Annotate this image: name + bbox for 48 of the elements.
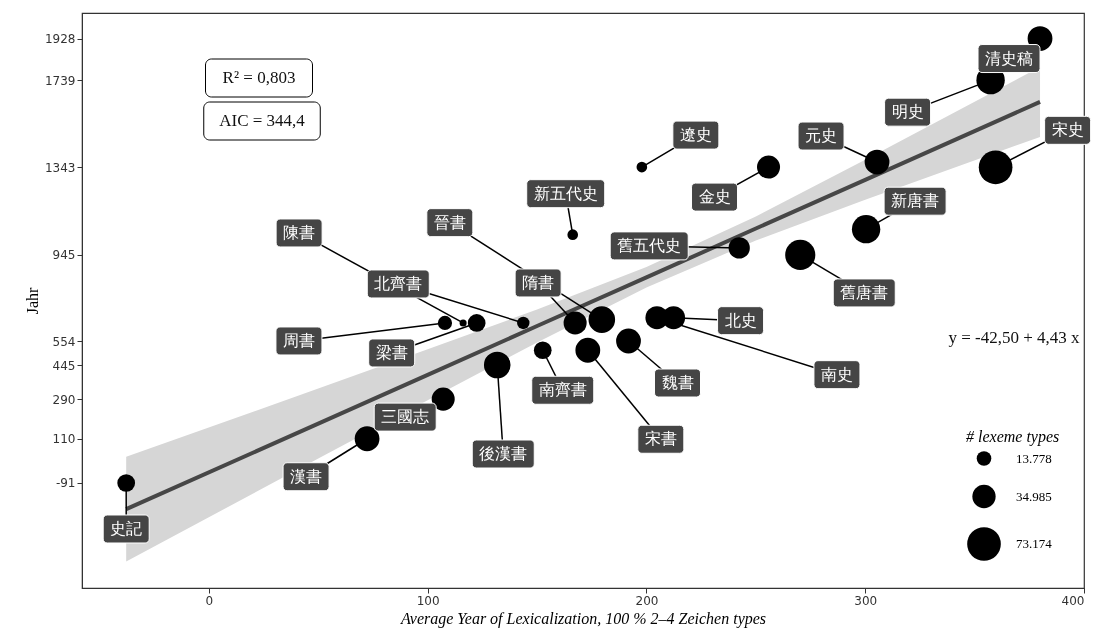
annotation: 舊唐書	[840, 282, 889, 302]
annotation: 南齊書	[538, 380, 587, 400]
y-tick-label: -91	[55, 476, 76, 491]
x-tick-label: 400	[1061, 593, 1085, 608]
y-tick-label: 290	[52, 392, 76, 407]
annotation: 宋書	[644, 429, 677, 449]
legend-label: 73.174	[1016, 536, 1053, 551]
y-tick-label: 1343	[44, 160, 76, 175]
annotation: 隋書	[522, 272, 555, 292]
annotation: 史記	[110, 518, 143, 538]
annotation: 梁書	[375, 342, 408, 362]
annotation: y = -42,50 + 4,43 x	[948, 328, 1081, 347]
annotation: 後漢書	[479, 444, 528, 463]
y-tick-label: 445	[52, 358, 76, 373]
annotation: R² = 0,803	[222, 68, 296, 87]
annotation: 新唐書	[891, 191, 940, 211]
annotation: 新五代史	[533, 183, 598, 203]
x-tick-label: 300	[854, 593, 878, 608]
annotation: 宋史	[1051, 120, 1084, 140]
legend-title: # lexeme types	[966, 428, 1060, 446]
y-tick-label: 1928	[44, 32, 76, 47]
annotation: 南史	[820, 364, 853, 384]
legend-label: 13.778	[1016, 450, 1052, 466]
annotation: 清史稿	[985, 48, 1034, 68]
y-tick-label: 110	[52, 432, 76, 447]
y-tick-label: 945	[52, 248, 76, 263]
annotation: 明史	[891, 102, 924, 122]
annotation: 三國志	[381, 407, 430, 427]
annotation: 周書	[282, 330, 315, 350]
annotation: 元史	[805, 126, 838, 146]
annotation: 北史	[724, 310, 757, 330]
x-axis-title: Average Year of Lexicalization, 100 % 2–4 Zeichen types	[399, 609, 767, 628]
y-axis-title: Jahr	[23, 287, 41, 315]
annotation: 魏書	[661, 373, 694, 393]
y-tick-label: 554	[52, 334, 76, 349]
annotation: 晉書	[433, 212, 466, 232]
annotation: 漢書	[290, 466, 323, 486]
annotation: 舊五代史	[617, 235, 682, 255]
annotation: 陳書	[283, 222, 316, 242]
annotation: AIC = 344,4	[219, 111, 306, 130]
legend-label: 34.985	[1016, 488, 1052, 504]
annotation: 金史	[698, 187, 731, 207]
x-tick-label: 0	[205, 593, 214, 608]
x-tick-label: 200	[635, 593, 659, 608]
x-tick-label: 100	[416, 593, 440, 608]
annotation: 北齊書	[374, 273, 423, 293]
y-tick-label: 1739	[44, 73, 76, 88]
annotation: 遼史	[679, 125, 712, 145]
